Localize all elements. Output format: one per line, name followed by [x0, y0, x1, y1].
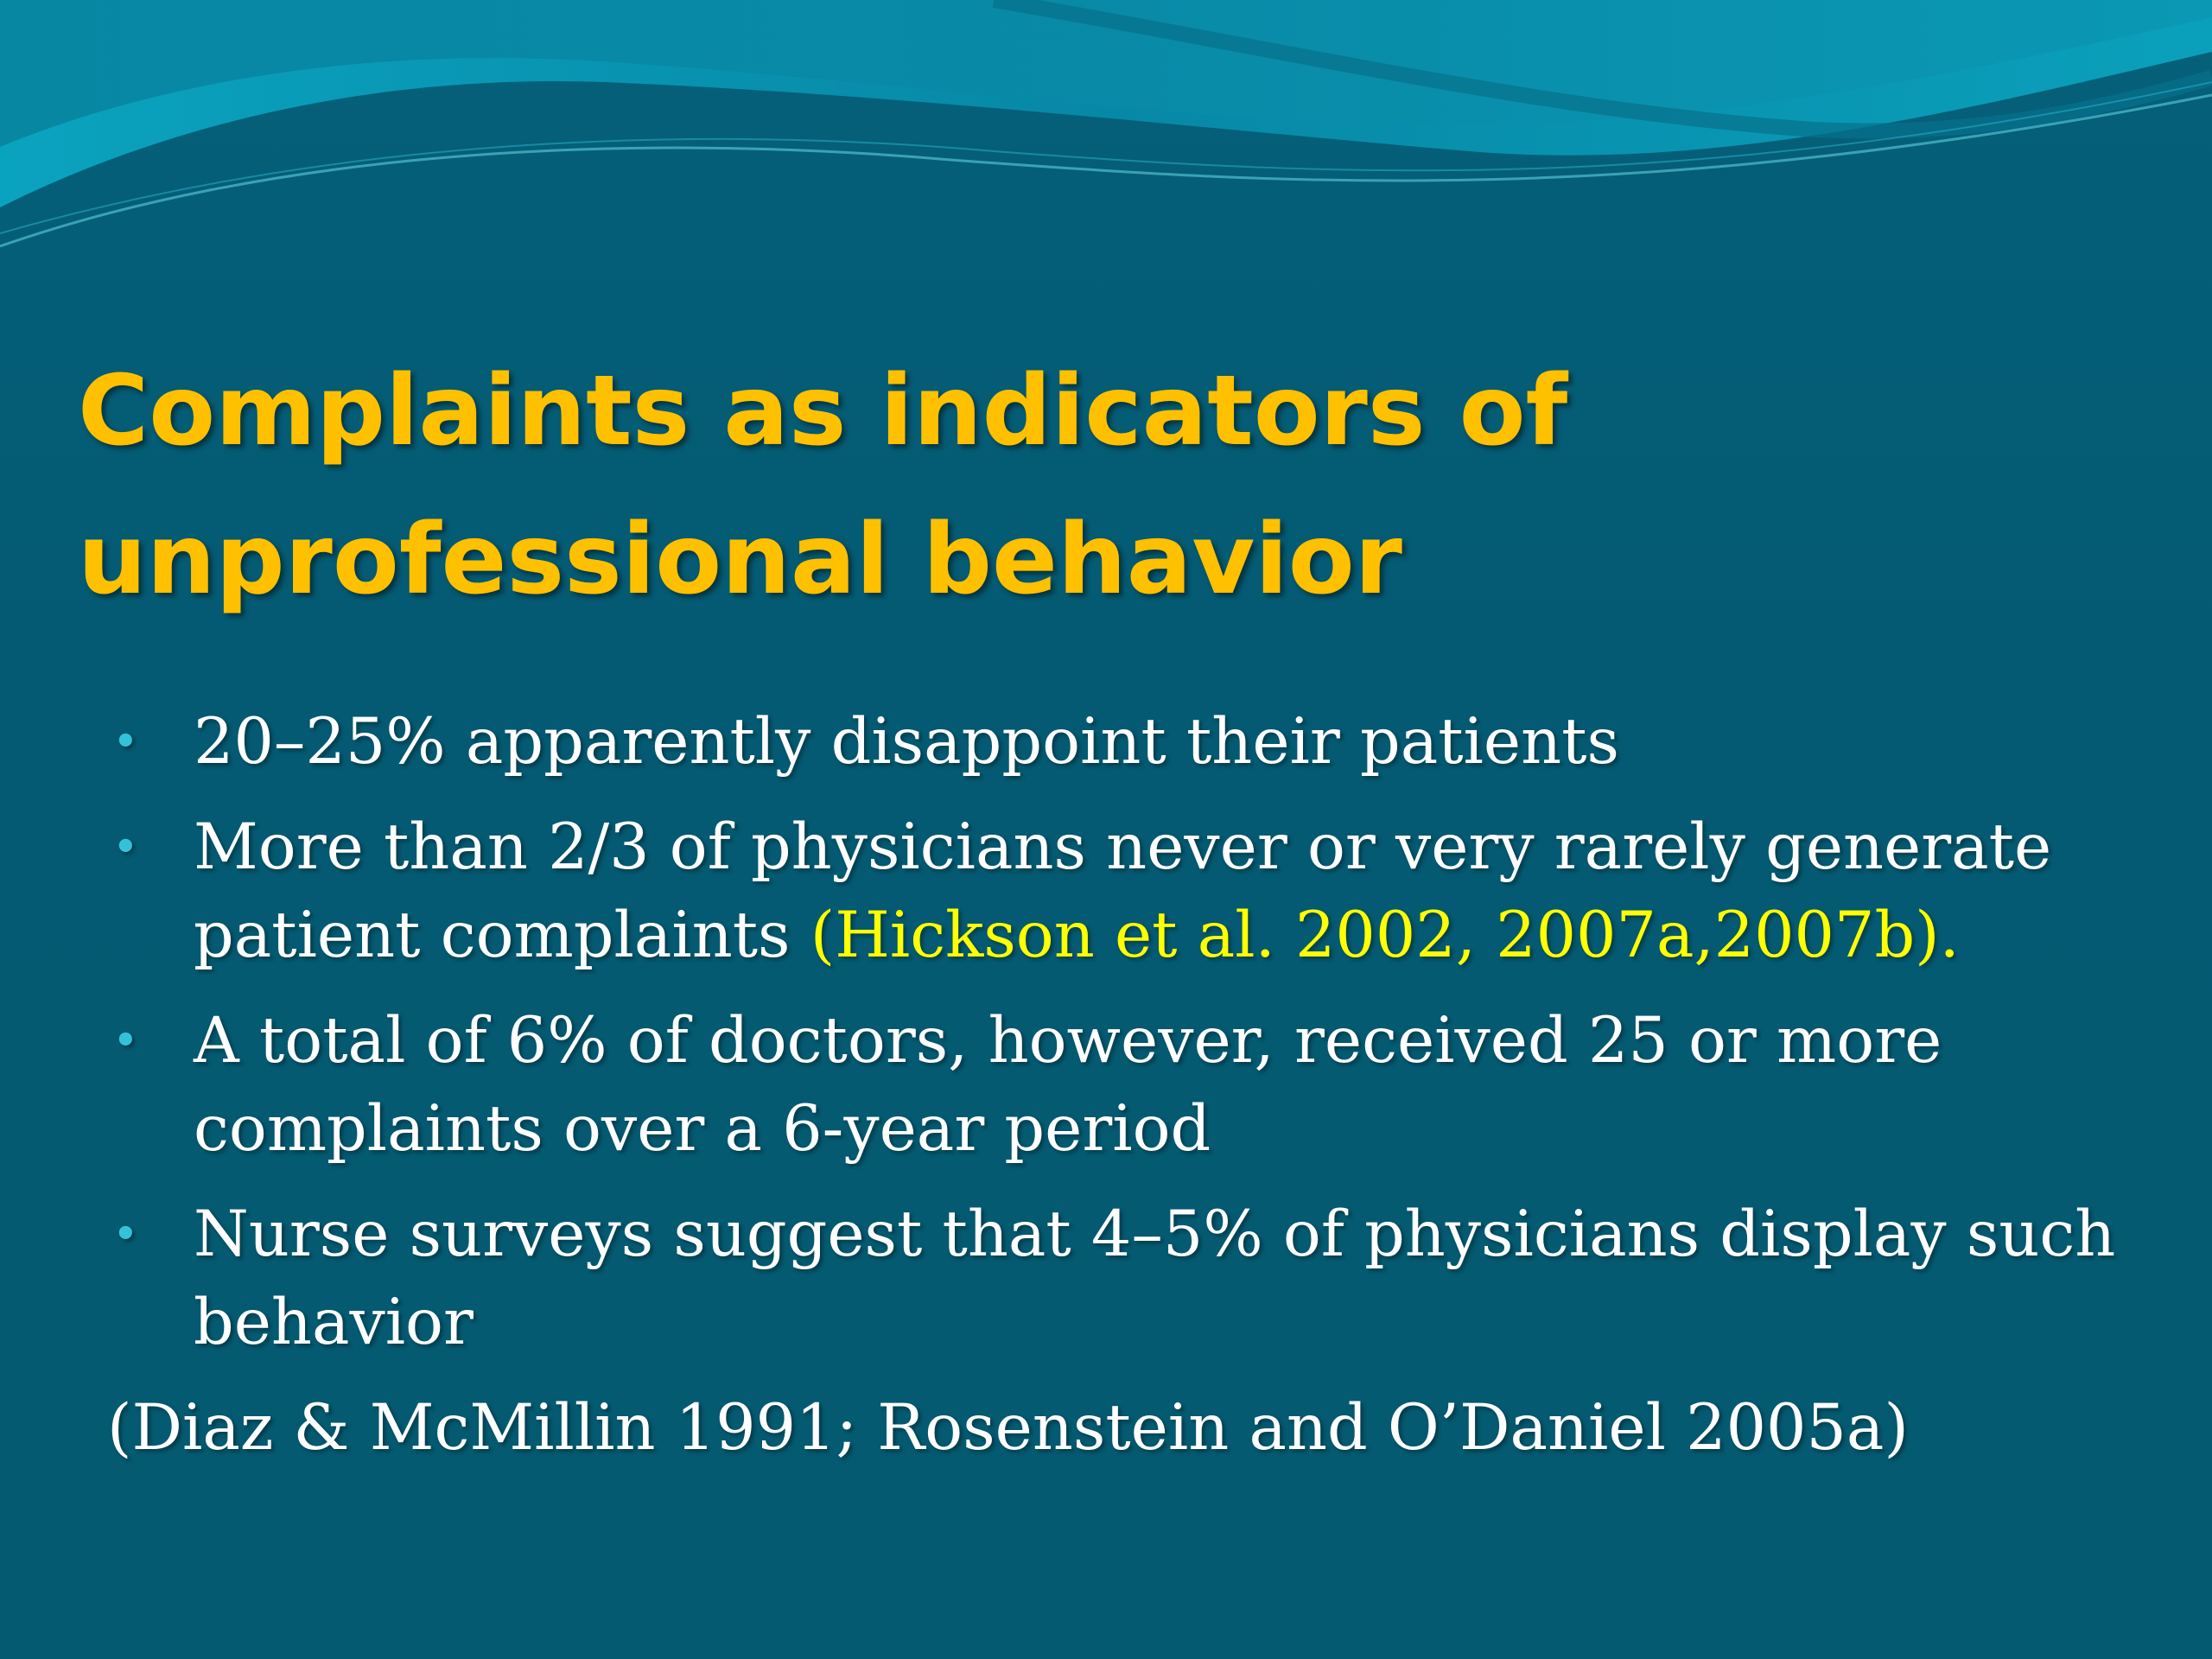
bullet-text: complaints over a 6-year period [194, 1092, 1211, 1166]
source-citation: (Diaz & McMillin 1991; Rosenstein and O’… [107, 1391, 1909, 1465]
citation: (Hickson et al. 2002, 2007a,2007b). [810, 899, 1960, 972]
bullet-icon: • [112, 1209, 139, 1261]
bullet-text: Nurse surveys suggest that 4–5% of physi… [194, 1198, 2116, 1271]
bullet-text: behavior [194, 1286, 474, 1359]
title-line-1: Complaints as indicators of [78, 355, 1568, 467]
bullet-item: • Nurse surveys suggest that 4–5% of phy… [107, 1191, 2164, 1367]
bullet-list: • 20–25% apparently disappoint their pat… [107, 698, 2164, 1367]
bullet-icon: • [112, 1015, 139, 1067]
bullet-text: A total of 6% of doctors, however, recei… [194, 1004, 1942, 1077]
slide-title: Complaints as indicators of unprofession… [78, 337, 2065, 634]
bullet-icon: • [112, 822, 139, 874]
slide-body: • 20–25% apparently disappoint their pat… [107, 698, 2164, 1472]
bullet-item: • A total of 6% of doctors, however, rec… [107, 997, 2164, 1173]
bullet-text-line-2: patient complaints (Hickson et al. 2002,… [194, 892, 2164, 980]
bullet-item: • More than 2/3 of physicians never or v… [107, 804, 2164, 980]
bullet-text: 20–25% apparently disappoint their patie… [194, 705, 1619, 779]
bullet-text: patient complaints [194, 899, 810, 972]
title-line-2: unprofessional behavior [78, 504, 1402, 616]
bullet-text: More than 2/3 of physicians never or ver… [194, 810, 2052, 884]
bullet-icon: • [112, 716, 139, 768]
decorative-wave [0, 0, 2212, 248]
bullet-item: • 20–25% apparently disappoint their pat… [107, 698, 2164, 786]
